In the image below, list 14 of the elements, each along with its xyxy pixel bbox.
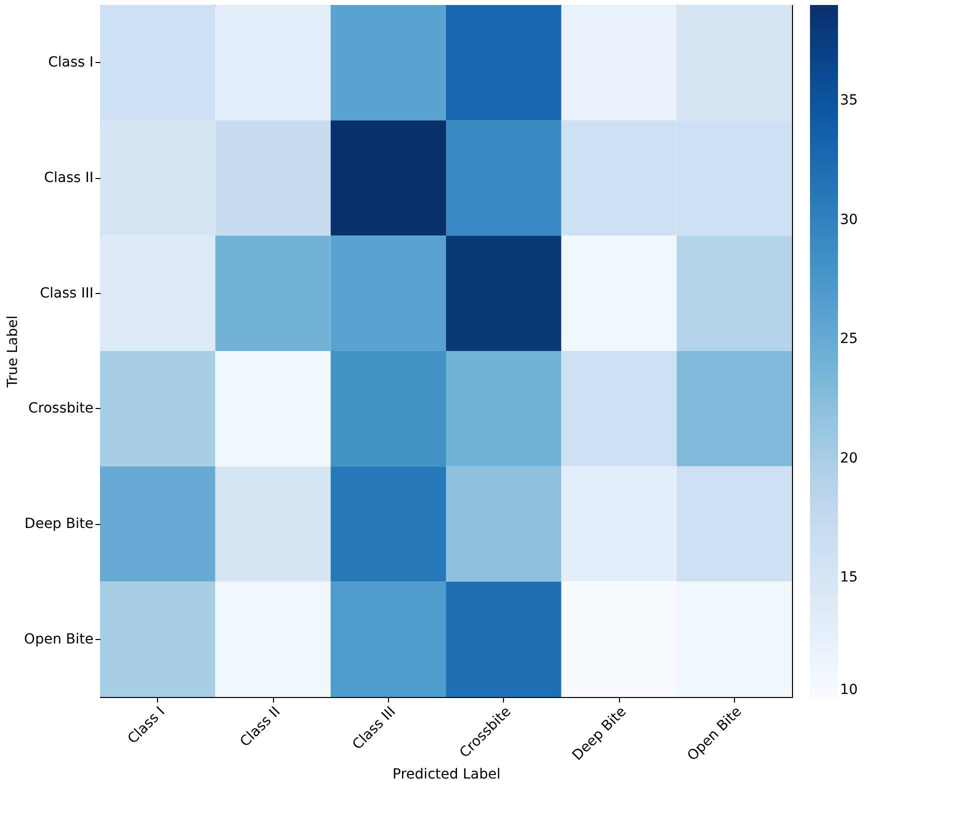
color-bar-label: 30 bbox=[840, 212, 858, 228]
x-axis-title: Predicted Label bbox=[392, 766, 500, 782]
y-tick-label: Crossbite bbox=[28, 400, 94, 417]
y-tick-label: Class III bbox=[40, 285, 94, 302]
y-tick-label: Class II bbox=[44, 170, 94, 186]
y-axis-title: True Label bbox=[5, 316, 22, 388]
y-tick-label: Open Bite bbox=[24, 631, 94, 648]
color-bar-label: 10 bbox=[840, 682, 858, 698]
color-bar-label: 15 bbox=[840, 570, 858, 586]
color-bar-label: 35 bbox=[840, 92, 858, 108]
color-bar-label: 25 bbox=[840, 331, 858, 348]
y-tick-label: Class I bbox=[48, 54, 94, 71]
y-tick-label: Deep Bite bbox=[24, 516, 94, 532]
color-bar-label: 20 bbox=[840, 450, 858, 466]
